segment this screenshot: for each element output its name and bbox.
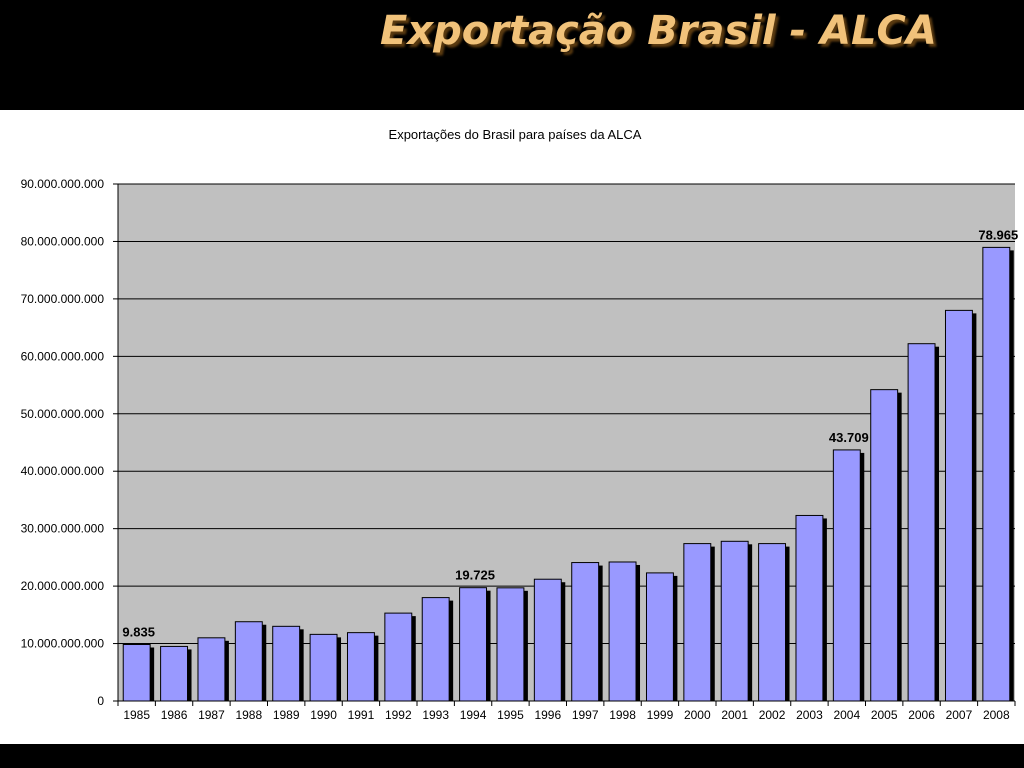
- x-tick-label: 2008: [983, 708, 1010, 722]
- y-tick-label: 20.000.000.000: [21, 579, 105, 593]
- y-tick-label: 90.000.000.000: [21, 177, 105, 191]
- bottom-strip: [0, 744, 1024, 768]
- plot-area: [118, 184, 1015, 701]
- bar: [197, 637, 226, 702]
- bar: [608, 561, 637, 702]
- bar: [944, 309, 973, 702]
- bar: [459, 587, 488, 702]
- x-tick-label: 1987: [198, 708, 225, 722]
- bar-chart: 0 10.000.000.000 20.000.000.000 30.000.000.…: [21, 127, 1019, 722]
- bar: [982, 246, 1011, 702]
- x-tick-label: 2002: [759, 708, 786, 722]
- x-tick-label: 2001: [721, 708, 748, 722]
- x-tick-label: 1989: [273, 708, 300, 722]
- bar: [122, 644, 151, 702]
- bar: [832, 449, 861, 702]
- x-tick-label: 1996: [534, 708, 561, 722]
- bar: [907, 343, 936, 702]
- bar: [870, 389, 899, 702]
- x-tick-label: 1993: [422, 708, 449, 722]
- x-tick-label: 1990: [310, 708, 337, 722]
- x-tick-label: 1986: [161, 708, 188, 722]
- bar: [571, 562, 600, 702]
- bar: [160, 645, 189, 702]
- bar: [645, 572, 674, 702]
- bar: [496, 587, 525, 702]
- data-label: 9.835: [122, 625, 155, 640]
- x-tick-label: 1999: [647, 708, 674, 722]
- y-tick-label: 10.000.000.000: [21, 637, 105, 651]
- data-label: 19.725: [455, 568, 495, 583]
- bar: [309, 633, 338, 702]
- x-tick-label: 2004: [833, 708, 860, 722]
- bar: [272, 625, 301, 702]
- y-tick-label: 40.000.000.000: [21, 464, 105, 478]
- slide-header: Exportação Brasil - ALCA: [0, 0, 1024, 110]
- data-label: 78.965: [978, 227, 1018, 242]
- x-tick-label: 1988: [235, 708, 262, 722]
- bar: [720, 540, 749, 702]
- chart-panel: 0 10.000.000.000 20.000.000.000 30.000.000.…: [0, 110, 1024, 744]
- bar: [234, 621, 263, 702]
- y-tick-label: 50.000.000.000: [21, 407, 105, 421]
- bar: [384, 612, 413, 702]
- bar: [683, 543, 712, 702]
- x-tick-label: 2007: [946, 708, 973, 722]
- x-tick-label: 1997: [572, 708, 599, 722]
- bar: [346, 632, 375, 702]
- data-label: 43.709: [829, 430, 869, 445]
- x-tick-label: 2003: [796, 708, 823, 722]
- y-tick-label: 0: [97, 694, 104, 708]
- bar: [758, 543, 787, 702]
- y-tick-label: 30.000.000.000: [21, 522, 105, 536]
- bar: [795, 514, 824, 702]
- y-tick-label: 60.000.000.000: [21, 349, 105, 363]
- x-tick-label: 1994: [460, 708, 487, 722]
- x-tick-label: 1992: [385, 708, 412, 722]
- y-tick-label: 80.000.000.000: [21, 234, 105, 248]
- x-tick-label: 1998: [609, 708, 636, 722]
- x-tick-label: 2006: [908, 708, 935, 722]
- slide-title: Exportação Brasil - ALCA: [380, 8, 937, 54]
- bar: [421, 597, 450, 702]
- x-tick-label: 2005: [871, 708, 898, 722]
- x-tick-label: 2000: [684, 708, 711, 722]
- bar: [533, 578, 562, 702]
- x-tick-label: 1985: [123, 708, 150, 722]
- y-tick-label: 70.000.000.000: [21, 292, 105, 306]
- x-tick-label: 1991: [348, 708, 375, 722]
- x-tick-label: 1995: [497, 708, 524, 722]
- chart-title: Exportações do Brasil para países da ALC…: [389, 127, 642, 142]
